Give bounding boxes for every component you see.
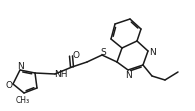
Text: N: N <box>126 70 132 79</box>
Text: S: S <box>100 48 106 56</box>
Text: N: N <box>150 48 156 56</box>
Text: O: O <box>73 51 80 59</box>
Text: CH₃: CH₃ <box>16 95 30 104</box>
Text: N: N <box>18 61 24 70</box>
Text: NH: NH <box>54 69 68 78</box>
Text: O: O <box>5 80 12 89</box>
